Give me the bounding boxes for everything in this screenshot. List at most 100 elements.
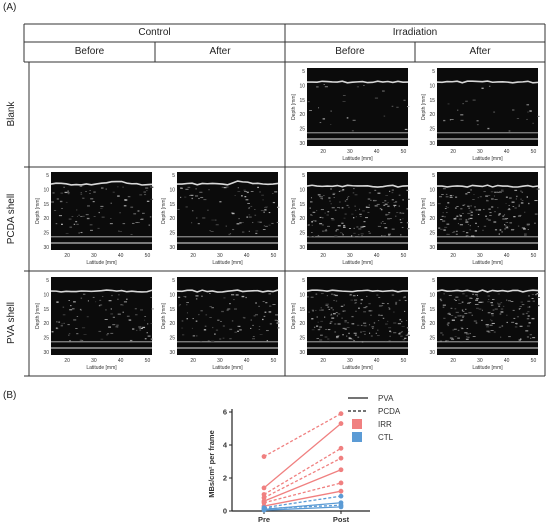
legend-item-pcda: PCDA (348, 407, 401, 416)
y-tick-label: 15 (429, 307, 435, 313)
x-tick-label: 50 (271, 358, 277, 364)
ultrasound-background (437, 68, 538, 146)
y-tick-label: 25 (43, 336, 49, 342)
condition-header-irradiation-after: After (469, 46, 491, 57)
surface-echo-line (176, 289, 279, 293)
speckle-texture (437, 188, 540, 238)
x-tick-label: 20 (450, 358, 456, 364)
x-tick-label: 20 (190, 358, 196, 364)
y-tick-label: 25 (299, 127, 305, 133)
y-tick-label: 20 (429, 112, 435, 118)
series-pcda-irr (261, 455, 344, 501)
y-tick-label: 10 (429, 292, 435, 298)
y-tick-label: 25 (429, 231, 435, 237)
y-tick-label: 15 (169, 307, 175, 313)
series-line (263, 457, 342, 499)
legend-item-ctl: CTL (352, 432, 394, 442)
x-tick-label: 50 (145, 358, 151, 364)
series-line (263, 490, 342, 507)
x-tick-label: 40 (374, 358, 380, 364)
y-tick-label: 30 (169, 350, 175, 356)
speckle-texture (443, 85, 540, 132)
data-point (338, 488, 344, 494)
data-point (261, 507, 267, 513)
y-tick-label: 20 (169, 216, 175, 222)
y-tick-label: 5 (432, 173, 435, 179)
y-axis-title: Depth [mm] (291, 197, 297, 223)
y-tick-label: 30 (299, 141, 305, 147)
x-tick-label: 30 (347, 149, 353, 155)
series-line (263, 423, 342, 489)
group-header-control: Control (138, 27, 171, 38)
y-axis-title: Depth [mm] (291, 93, 297, 119)
surface-echo-line (50, 180, 153, 186)
x-tick-label: 40 (118, 358, 124, 364)
y-tick-label: 5 (46, 278, 49, 284)
series-line (263, 495, 342, 509)
x-axis-title: Latitude [mm] (342, 365, 373, 371)
x-tick-label: 20 (320, 253, 326, 259)
y-tick-label: 10 (299, 83, 305, 89)
y-tick-label: 30 (43, 350, 49, 356)
data-point (338, 421, 344, 426)
y-tick-label: 10 (169, 292, 175, 298)
data-point (261, 492, 267, 497)
x-tick-label: 40 (244, 253, 250, 259)
y-axis-title: Depth [mm] (161, 302, 167, 328)
chart-series (261, 411, 344, 513)
panel-label-a: (A) (3, 2, 17, 13)
data-point (338, 467, 344, 473)
ultrasound-pcda-shell-control-after: 5 10 15 20 25 30 20 30 40 50 Latitude [mm] Depth [m… (161, 172, 280, 266)
legend-label: PCDA (378, 407, 401, 416)
y-tick-label: 30 (429, 141, 435, 147)
legend-item-irr: IRR (352, 419, 392, 429)
x-tick-label: 50 (401, 149, 407, 155)
y-tick-label: 15 (43, 202, 49, 208)
legend-swatch (352, 419, 362, 429)
speckle-texture (307, 188, 410, 238)
x-tick-label: 30 (217, 358, 223, 364)
ultrasound-background (177, 277, 278, 355)
y-axis-title: Depth [mm] (291, 302, 297, 328)
data-point (261, 500, 267, 506)
y-tick-label: 25 (169, 231, 175, 237)
surface-echo-line (50, 289, 153, 293)
y-tick-label: 15 (299, 202, 305, 208)
x-tick-label: 30 (91, 253, 97, 259)
data-point (338, 455, 344, 461)
x-tick-label: Post (333, 515, 350, 524)
x-tick-label: 40 (374, 149, 380, 155)
y-axis-title: Depth [mm] (421, 93, 427, 119)
series-line (263, 469, 342, 502)
series-pva-irr (261, 421, 344, 491)
ultrasound-pva-shell-control-after: 5 10 15 20 25 30 20 30 40 50 Latitude [mm] Depth [m… (161, 277, 280, 371)
y-tick-label: 15 (299, 98, 305, 104)
x-tick-label: 20 (64, 253, 70, 259)
data-point (261, 495, 267, 501)
speckle-texture (439, 293, 540, 343)
series-pcda-irr (261, 445, 344, 497)
ultrasound-blank-irradiation-before: 5 10 15 20 25 30 20 30 40 50 Latitude [mm] Depth [m… (291, 68, 410, 162)
y-axis-title: Depth [mm] (421, 302, 427, 328)
y-tick-label: 15 (299, 307, 305, 313)
y-tick-label: 15 (429, 98, 435, 104)
x-tick-label: 40 (118, 253, 124, 259)
data-point (261, 485, 267, 491)
y-axis-title: Depth [mm] (35, 197, 41, 223)
speckle-texture (51, 186, 154, 235)
y-tick-label: 25 (299, 231, 305, 237)
series-line (263, 504, 342, 510)
series-line (263, 413, 342, 458)
y-tick-label: 20 (43, 216, 49, 222)
ultrasound-pva-shell-irradiation-before: 5 10 15 20 25 30 20 30 40 50 Latitude [mm] Depth [m… (291, 277, 410, 371)
surface-echo-line (436, 80, 539, 84)
y-tick-label: 30 (299, 245, 305, 251)
condition-header-control-before: Before (74, 46, 105, 57)
legend-swatch (352, 432, 362, 442)
surface-echo-line (436, 289, 539, 293)
x-tick-label: 30 (91, 358, 97, 364)
surface-echo-line (436, 184, 539, 188)
x-tick-label: 20 (190, 253, 196, 259)
surface-echo-line (306, 289, 409, 293)
series-line (263, 506, 342, 511)
